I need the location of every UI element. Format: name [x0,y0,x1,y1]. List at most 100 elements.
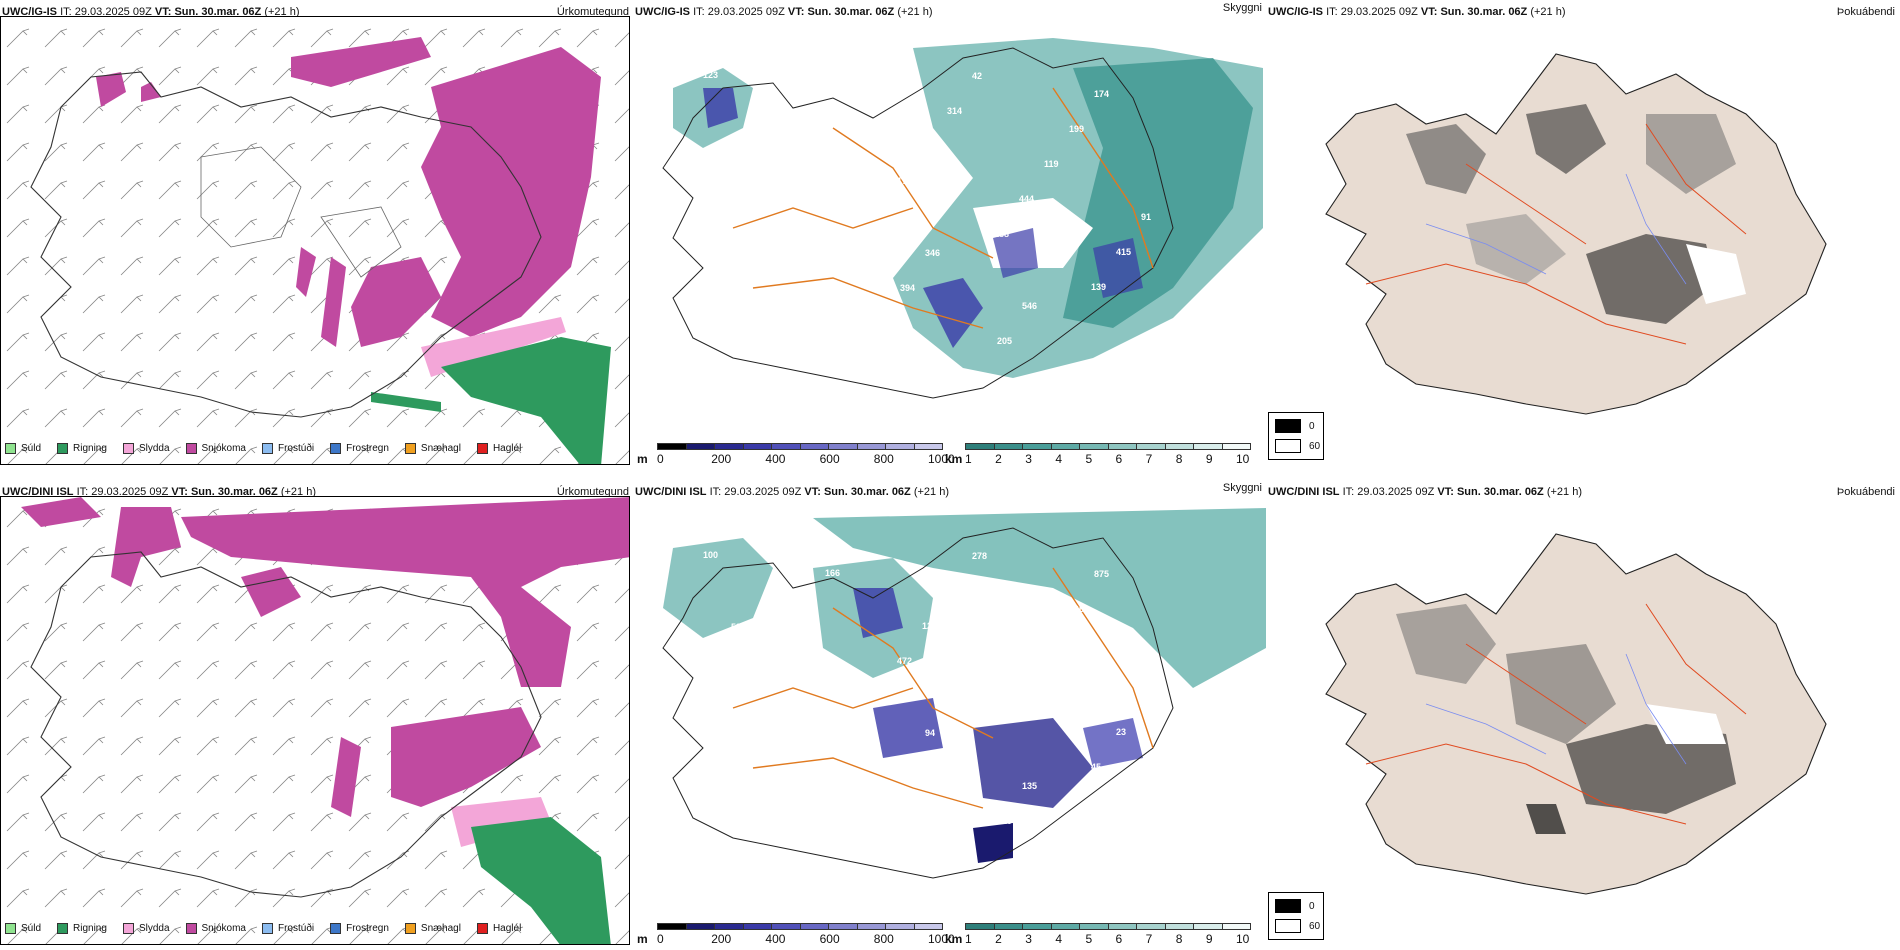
colorbar-tick: 1 [965,452,972,466]
colorbar-tick: 6 [1115,932,1123,946]
colorbar-tick: 7 [1145,452,1153,466]
colorbar-tick: 4 [1055,932,1063,946]
colorbar-segment [1193,923,1223,930]
visibility-value-label: 205 [997,336,1012,346]
colorbar-segment [685,443,715,450]
colorbar-tick: 400 [765,932,786,946]
colorbar-segment [1164,923,1194,930]
legend-swatch [330,443,342,454]
vis-km-colorbar: km 1 2 3 4 5 6 7 8 9 10 [945,923,1251,946]
visibility-value-label: 170 [897,176,912,186]
colorbar-segment [993,923,1023,930]
fog-legend: 0 60 [1268,412,1324,460]
panel-title: UWC/DINI ISL IT: 29.03.2025 09Z VT: Sun.… [2,486,317,498]
legend-label: Frostúði [277,923,315,934]
legend-swatch [330,923,342,934]
visibility-value-label: 139 [1091,282,1106,292]
legend-label: Slydda [138,443,170,454]
colorbar-segment [828,443,858,450]
field-name: Úrkomutegund [556,6,629,18]
visibility-value-label: 72 [853,160,863,170]
panel-title: UWC/DINI ISL IT: 29.03.2025 09Z VT: Sun.… [1268,486,1583,498]
visibility-value-label: 764 [1019,674,1034,684]
panel-top-fog: UWC/IG-IS IT: 29.03.2025 09Z VT: Sun. 30… [1266,0,1899,470]
visibility-value-label: 22 [875,318,885,328]
colorbar-segment [657,923,687,930]
legend-label: Frostúði [277,443,315,454]
colorbar-tick: 800 [873,452,894,466]
legend-item: Frostúði [261,923,315,934]
colorbar-tick: 10 [1236,932,1250,946]
colorbar-segment [1136,443,1166,450]
visibility-value-label: 472 [897,656,912,666]
legend-label: Rigning [73,443,107,454]
visibility-value-label: 20 [994,709,1004,719]
legend-label: Frostregn [346,923,389,934]
panel-title: UWC/IG-IS IT: 29.03.2025 09Z VT: Sun. 30… [2,6,300,18]
visibility-value-label: 394 [900,283,915,293]
visibility-value-label: 199 [1069,124,1084,134]
field-name: Skyggni [1222,2,1262,14]
colorbar-tick: 8 [1175,452,1183,466]
visibility-map: 123 125 170 188 139 204 132 220 444 415 692 838 314 1… [662,38,1263,399]
colorbar-segment [993,443,1023,450]
legend-item: Súld [5,443,41,454]
precip-map [1,17,629,464]
colorbar-unit: km [945,932,963,946]
colorbar-tick: 400 [765,452,786,466]
colorbar-tick: 200 [711,452,732,466]
colorbar-segment [1022,443,1052,450]
colorbar-segment [885,443,915,450]
legend-label: Snæhagl [420,923,461,934]
visibility-value-label: 546 [1022,301,1037,311]
colorbar-tick: 5 [1085,932,1093,946]
panel-title: UWC/IG-IS IT: 29.03.2025 09Z VT: Sun. 30… [1268,6,1566,18]
colorbar-segment [742,443,772,450]
colorbar-segment [714,923,744,930]
precip-legend: Súld Rigning Slydda Snjókoma Frostúði Frostre… [5,443,521,454]
precip-map [1,497,629,944]
visibility-value-label: 94 [925,728,935,738]
visibility-value-label: 351 [756,107,771,117]
colorbar-tick: 3 [1025,452,1032,466]
colorbar-segment [856,923,886,930]
panel-bot-vis: UWC/DINI ISL IT: 29.03.2025 09Z VT: Sun.… [633,480,1266,950]
visibility-value-label: 122 [922,621,937,631]
colorbar-tick: 1000 [928,452,955,466]
panel-title: UWC/DINI ISL IT: 29.03.2025 09Z VT: Sun.… [635,486,950,498]
visibility-value-label: 465 [803,710,818,720]
colorbar-segment [1022,923,1052,930]
visibility-value-label: 174 [1094,89,1109,99]
colorbar-tick: 200 [711,932,732,946]
legend-label: Haglél [492,923,522,934]
visibility-value-label: 444 [1019,194,1034,204]
colorbar-tick: 800 [873,932,894,946]
colorbar-tick: 4 [1055,452,1063,466]
visibility-value-label: 599 [731,622,746,632]
legend-label: Haglél [492,443,522,454]
visibility-value-label: 301 [1119,354,1134,364]
visibility-value-label: 83 [778,745,788,755]
colorbar-segment [1079,923,1109,930]
visibility-value-label: 429 [997,816,1012,826]
legend-swatch [476,923,488,934]
visibility-value-label: 42 [947,586,957,596]
visibility-value-label: 18 [778,265,788,275]
visibility-value-label: 838 [850,353,865,363]
colorbar-segment [742,923,772,930]
colorbar-segment [913,923,943,930]
fog-map [1325,53,1827,415]
fog-legend: 0 60 [1268,892,1324,940]
visibility-value-label: 166 [825,568,840,578]
legend-item: Snjókoma [185,923,246,934]
colorbar-tick: 0 [657,452,664,466]
legend-swatch [404,443,416,454]
colorbar-tick: 8 [1175,932,1183,946]
visibility-value-label: 204 [728,335,743,345]
legend-label: Snjókoma [201,443,246,454]
colorbar-tick: 5 [1085,452,1093,466]
visibility-value-label: 274 [706,177,721,187]
visibility-value-label: 278 [972,551,987,561]
visibility-value-label: 146 [875,798,890,808]
visibility-value-label: 712 [900,763,915,773]
